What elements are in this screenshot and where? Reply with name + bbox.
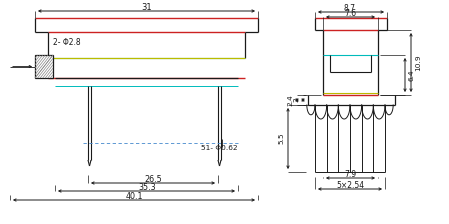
Text: 40.1: 40.1 [125,192,143,200]
Text: 5×2.54: 5×2.54 [336,181,364,190]
Text: 8.7: 8.7 [344,4,356,13]
Text: 7.9: 7.9 [344,170,356,179]
Text: 26.5: 26.5 [144,174,162,183]
Text: 2- Φ2.8: 2- Φ2.8 [53,37,81,47]
Text: 5.5: 5.5 [278,133,284,144]
Text: 10.9: 10.9 [415,54,421,71]
Text: 7.6: 7.6 [344,9,356,17]
Text: 6.4: 6.4 [408,69,414,81]
Text: 35.3: 35.3 [138,183,156,192]
Text: 2.4: 2.4 [287,94,293,106]
Text: 51- Φ0.62: 51- Φ0.62 [201,145,238,151]
Text: 2: 2 [293,98,299,102]
Bar [35,55,53,78]
Text: 31: 31 [141,2,152,11]
